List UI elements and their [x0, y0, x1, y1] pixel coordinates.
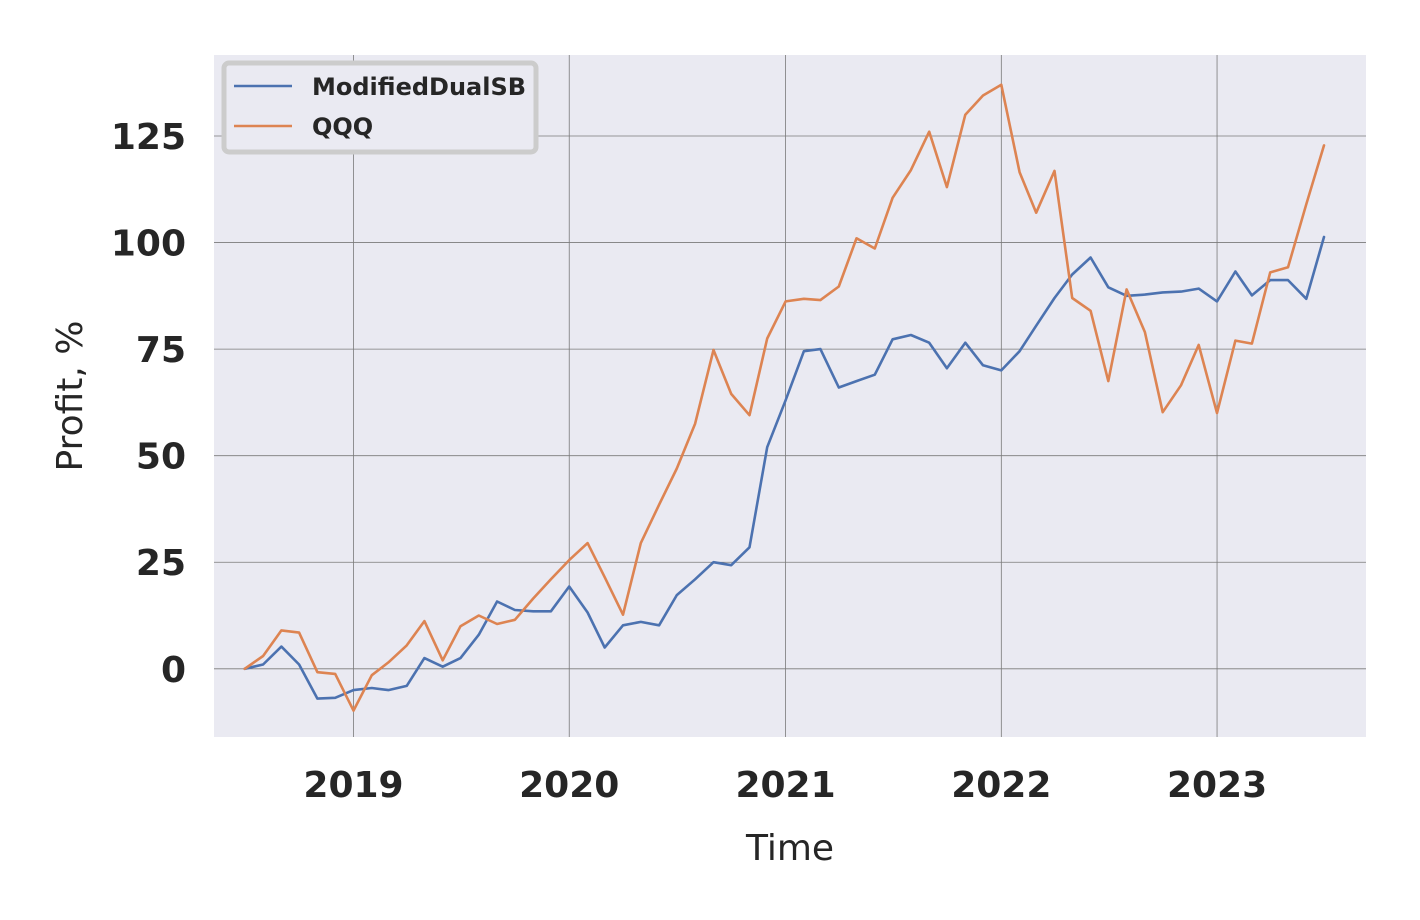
- y-tick-label: 75: [136, 330, 186, 371]
- x-tick-label: 2021: [735, 765, 835, 806]
- x-tick-label: 2020: [519, 765, 619, 806]
- legend-label: ModifiedDualSB: [312, 73, 526, 101]
- y-tick-label: 125: [111, 117, 186, 158]
- y-axis-title: Profit, %: [50, 321, 91, 472]
- series-line-1: [243, 83, 1326, 712]
- series-lines: [243, 83, 1326, 712]
- y-tick-label: 50: [136, 437, 186, 478]
- legend: ModifiedDualSB QQQ: [221, 60, 539, 155]
- x-tick-label: 2022: [951, 765, 1051, 806]
- y-tick-label: 100: [111, 224, 186, 265]
- x-tick-label: 2023: [1167, 765, 1267, 806]
- legend-label: QQQ: [312, 113, 373, 141]
- x-tick-labels: 2019 2020 2021 2022 2023: [303, 765, 1267, 806]
- x-tick-label: 2019: [303, 765, 403, 806]
- y-tick-labels: 0 25 50 75 100 125: [111, 117, 186, 691]
- plot-background: [214, 55, 1366, 737]
- y-tick-label: 25: [136, 543, 186, 584]
- legend-box: [221, 60, 539, 155]
- x-axis-title: Time: [745, 828, 834, 869]
- y-tick-label: 0: [161, 650, 186, 691]
- series-line-0: [243, 235, 1326, 700]
